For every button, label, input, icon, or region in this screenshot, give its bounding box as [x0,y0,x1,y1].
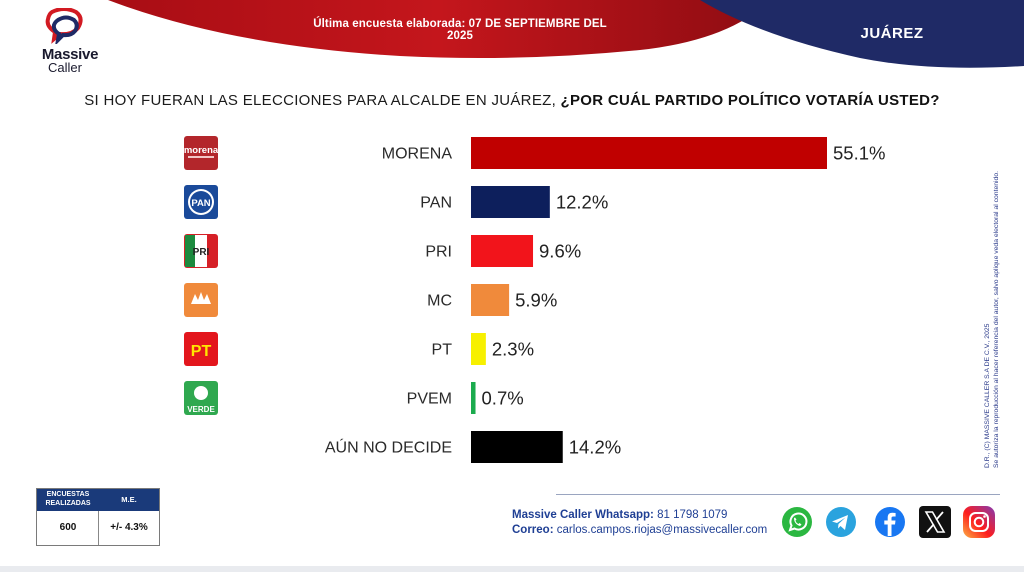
pan-logo: PAN [184,185,218,219]
category-label: PT [432,342,453,359]
pvem-logo-toucan [194,386,208,400]
stats-header-me: M.E. [121,495,137,504]
copyright-line2: Se autoriza la reproducción al hacer ref… [992,171,1000,468]
morena-logo-text: morena [184,145,219,156]
logo-icon [45,8,83,44]
survey-stats-table: ENCUESTAS REALIZADAS M.E. 600 +/- 4.3% [36,488,160,546]
whatsapp-label: Massive Caller Whatsapp: [512,509,654,521]
morena-logo: morena [184,136,219,170]
category-label: PAN [420,195,452,212]
bar [471,382,476,414]
value-label: 2.3% [492,339,534,360]
bottom-edge [0,566,1024,572]
mc-logo-eagle [191,292,211,304]
pvem-logo: VERDE [184,381,218,415]
header-red-shape [108,0,770,58]
value-label: 14.2% [569,437,621,458]
mc-logo [184,283,218,317]
pri-logo-red [207,235,217,267]
pri-logo-green [185,235,195,267]
stats-surveys-value: 600 [59,522,77,533]
morena-logo-line [188,156,214,158]
stats-me-value: +/- 4.3% [110,522,148,533]
stats-divider [98,511,99,545]
pvem-logo-text: VERDE [187,405,215,414]
whatsapp-number[interactable]: 81 1798 1079 [657,509,728,521]
email-address[interactable]: carlos.campos.riojas@massivecaller.com [556,524,768,536]
logo-text-massive: Massive [41,46,99,63]
value-label: 9.6% [539,241,581,262]
pt-logo-text: PT [191,343,212,360]
contact-info: Massive Caller Whatsapp: 81 1798 1079 Co… [512,508,767,538]
survey-date: Última encuesta elaborada: 07 DE SEPTIEM… [313,18,607,42]
bar [471,235,534,267]
category-label: MC [427,293,452,310]
question-title: SI HOY FUERAN LAS ELECCIONES PARA ALCALD… [0,92,1024,109]
copyright-line1: D.R., (C) MASSIVE CALLER S.A DE C.V., 20… [984,323,991,468]
pan-logo-text: PAN [191,198,210,209]
value-label: 55.1% [833,143,885,164]
header-banner [108,0,1024,68]
category-label: PRI [425,244,452,261]
value-label: 0.7% [482,388,524,409]
footer-divider [556,494,1000,495]
stats-header-surveys: ENCUESTAS REALIZADAS [45,491,91,507]
pri-logo: PRI [184,234,218,268]
stats-header [37,489,159,511]
copyright-note: D.R., (C) MASSIVE CALLER S.A DE C.V., 20… [984,118,1000,468]
value-label: 5.9% [515,290,557,311]
region-title: JUÁREZ [860,25,924,42]
whatsapp-icon[interactable] [780,505,814,539]
category-label: PVEM [407,391,452,408]
category-label: MORENA [382,146,453,163]
instagram-icon[interactable] [962,505,996,539]
logo-text-caller: Caller [48,60,82,75]
telegram-icon[interactable] [824,505,858,539]
facebook-icon[interactable] [873,505,907,539]
pri-logo-white [195,235,207,267]
massive-caller-logo: Massive Caller [30,8,110,76]
bar [471,137,827,169]
category-label: AÚN NO DECIDE [325,438,452,457]
pt-logo-bg [184,332,218,366]
morena-logo-bg [184,136,218,170]
header-navy-shape [700,0,1024,68]
question-part2: ¿POR CUÁL PARTIDO POLÍTICO VOTARÍA USTED… [560,92,940,109]
pan-logo-inner [190,191,212,213]
value-label: 12.2% [556,192,608,213]
pri-logo-text: PRI [193,247,210,258]
bar [471,284,510,316]
bar [471,186,550,218]
email-label: Correo: [512,524,554,536]
bar [471,333,486,365]
pt-logo: PT [184,332,218,366]
bar-chart: MORENA 55.1% morena PAN 12.2% PAN PRI 9.6% PRI MC… [184,136,885,463]
x-icon[interactable] [918,505,952,539]
bar [471,431,563,463]
question-part1: SI HOY FUERAN LAS ELECCIONES PARA ALCALD… [84,92,561,109]
